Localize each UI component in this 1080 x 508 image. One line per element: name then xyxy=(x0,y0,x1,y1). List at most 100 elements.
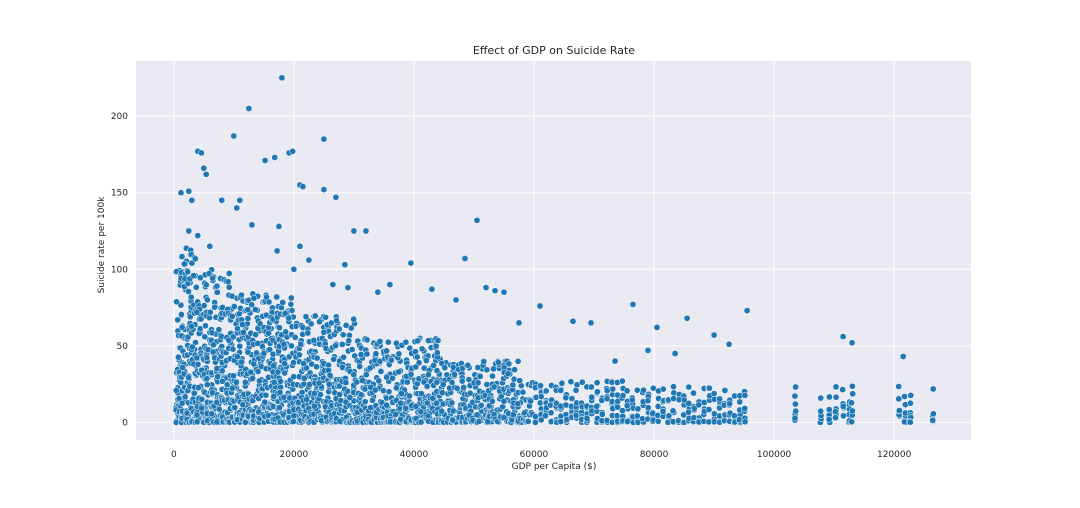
scatter-point xyxy=(573,381,581,389)
scatter-point xyxy=(849,382,856,390)
scatter-point xyxy=(209,274,216,282)
scatter-point xyxy=(465,376,473,383)
scatter-point xyxy=(342,379,350,386)
scatter-point xyxy=(291,334,299,341)
scatter-point xyxy=(451,371,458,378)
scatter-point xyxy=(350,315,358,323)
scatter-point xyxy=(547,409,555,417)
scatter-point xyxy=(448,399,456,407)
scatter-point xyxy=(665,412,673,420)
scatter-point xyxy=(629,301,637,308)
scatter-point xyxy=(192,283,200,291)
scatter-point xyxy=(260,349,268,357)
scatter-point xyxy=(603,387,611,394)
scatter-point xyxy=(238,291,245,299)
scatter-point xyxy=(387,356,395,364)
scatter-point xyxy=(417,418,425,426)
scatter-point xyxy=(359,377,366,384)
scatter-point xyxy=(316,318,323,326)
scatter-point xyxy=(516,377,524,384)
scatter-point xyxy=(433,349,441,357)
scatter-point xyxy=(346,394,354,401)
scatter-point xyxy=(929,385,937,393)
scatter-point xyxy=(611,357,619,365)
scatter-point xyxy=(614,403,621,411)
scatter-point xyxy=(356,363,364,370)
scatter-point xyxy=(344,284,352,291)
scatter-point xyxy=(244,306,252,314)
scatter-point xyxy=(218,367,226,375)
scatter-point xyxy=(213,418,221,426)
scatter-point xyxy=(248,221,256,229)
scatter-point xyxy=(290,418,297,425)
scatter-point xyxy=(671,350,679,357)
y-tick-label: 150 xyxy=(111,189,128,199)
scatter-point xyxy=(832,408,839,415)
scatter-point xyxy=(363,336,371,344)
scatter-point xyxy=(270,392,278,400)
scatter-point xyxy=(477,401,485,409)
scatter-point xyxy=(439,381,447,388)
scatter-point xyxy=(644,347,652,354)
scatter-point xyxy=(588,393,596,401)
scatter-point xyxy=(313,363,320,371)
scatter-point xyxy=(206,308,214,316)
scatter-point xyxy=(509,411,517,419)
scatter-point xyxy=(583,415,591,422)
scatter-point xyxy=(690,389,697,397)
scatter-point xyxy=(297,340,305,348)
scatter-point xyxy=(187,293,195,301)
scatter-point xyxy=(275,223,283,230)
scatter-point xyxy=(289,147,297,155)
scatter-point xyxy=(593,379,601,387)
scatter-point xyxy=(254,368,262,375)
scatter-point xyxy=(279,299,287,306)
scatter-point xyxy=(509,381,517,389)
scatter-point xyxy=(236,196,244,204)
scatter-point xyxy=(361,385,369,393)
scatter-point xyxy=(345,337,353,345)
scatter-point xyxy=(192,255,199,263)
scatter-point xyxy=(340,353,347,361)
scatter-point xyxy=(640,386,647,394)
scatter-point xyxy=(193,418,201,426)
scatter-point xyxy=(252,331,260,339)
scatter-point xyxy=(452,296,460,304)
scatter-point xyxy=(213,282,221,290)
y-tick-label: 50 xyxy=(117,342,129,352)
scatter-point xyxy=(185,288,192,295)
y-tick-label: 0 xyxy=(122,418,128,428)
scatter-point xyxy=(348,346,356,353)
scatter-point xyxy=(907,399,914,407)
scatter-point xyxy=(204,296,211,304)
scatter-point xyxy=(185,227,193,235)
scatter-points xyxy=(172,74,937,426)
scatter-point xyxy=(201,333,209,341)
scatter-point xyxy=(296,242,304,250)
scatter-point xyxy=(537,393,545,400)
scatter-point xyxy=(499,403,507,411)
scatter-point xyxy=(483,366,491,374)
scatter-point xyxy=(230,303,238,310)
scatter-point xyxy=(174,316,182,324)
scatter-point xyxy=(229,345,237,353)
scatter-point xyxy=(228,384,236,392)
scatter-point xyxy=(791,414,799,422)
scatter-point xyxy=(307,320,315,328)
scatter-point xyxy=(428,285,436,293)
scatter-point xyxy=(178,323,186,331)
scatter-point xyxy=(618,377,626,385)
scatter-point xyxy=(527,397,534,405)
scatter-point xyxy=(224,278,232,286)
x-axis-label: GDP per Capita ($) xyxy=(512,462,597,472)
scatter-point xyxy=(628,396,636,404)
scatter-point xyxy=(195,384,202,392)
scatter-point xyxy=(206,242,214,250)
scatter-point xyxy=(196,325,204,333)
scatter-point xyxy=(202,170,210,178)
scatter-point xyxy=(311,312,319,320)
scatter-point xyxy=(849,390,857,398)
scatter-point xyxy=(562,401,570,409)
scatter-point xyxy=(330,355,337,363)
